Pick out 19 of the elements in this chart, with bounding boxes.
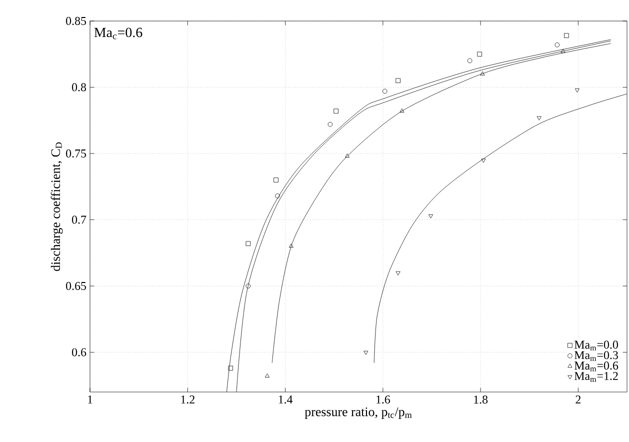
x-tick-label: 1.6 xyxy=(376,396,390,404)
legend-label: Ma$_{m}$=0.3 xyxy=(574,351,618,361)
x-tick-label: 1.4 xyxy=(278,396,293,404)
x-axis-title: pressure ratio, p$_{tc}$/p$_{m}$ xyxy=(304,407,412,419)
y-tick-label: 0.8 xyxy=(72,83,86,92)
x-tick-label: 2 xyxy=(576,396,581,404)
y-tick-label: 0.7 xyxy=(72,216,86,224)
x-tick-label: 1.2 xyxy=(181,396,194,404)
y-tick-label: 0.85 xyxy=(66,16,86,26)
y-axis-title: discharge coefficient, C$_{D}$ xyxy=(50,142,63,271)
legend-label: Ma$_{m}$=0.0 xyxy=(574,340,618,350)
x-tick-label: 1 xyxy=(88,396,92,404)
y-tick-label: 0.6 xyxy=(72,348,86,356)
x-tick-label: 1.8 xyxy=(474,396,488,404)
legend-label: Ma$_{m}$=0.6 xyxy=(574,362,618,372)
y-tick-label: 0.75 xyxy=(66,149,86,158)
annotation: Ma$_{c}$=0.6 xyxy=(94,28,142,40)
y-tick-label: 0.65 xyxy=(66,282,86,290)
legend-label: Ma$_{m}$=1.2 xyxy=(574,372,618,382)
